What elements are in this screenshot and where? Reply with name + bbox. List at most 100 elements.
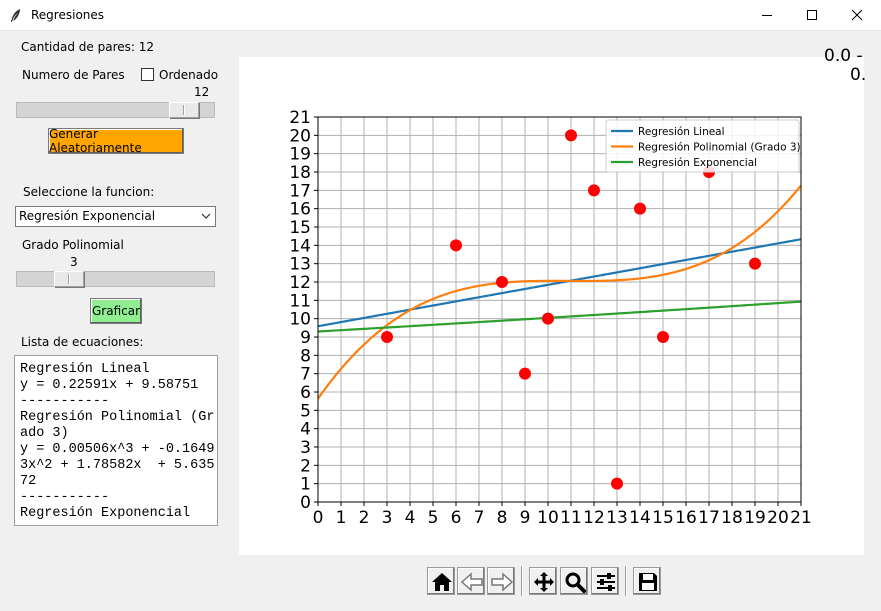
y-tick-label: 13	[289, 255, 311, 275]
series-line	[318, 238, 801, 328]
poly-slider-thumb[interactable]	[54, 271, 84, 287]
y-tick-label: 14	[289, 236, 311, 256]
x-tick-label: 17	[698, 508, 720, 528]
pan-button[interactable]	[529, 567, 557, 595]
data-point	[519, 367, 531, 380]
equation-line: y = 0.22591x + 9.58751	[20, 378, 199, 393]
x-tick-label: 3	[382, 508, 393, 528]
data-point	[565, 129, 577, 142]
x-tick-label: 15	[652, 508, 674, 528]
axes-frame	[317, 116, 802, 503]
back-button[interactable]	[457, 567, 485, 595]
x-tick-label: 13	[606, 508, 628, 528]
pairs-slider[interactable]	[16, 102, 215, 118]
equation-line: Regresión Lineal	[20, 362, 150, 377]
pair-count-label: Cantidad de pares: 12	[21, 40, 154, 54]
zoom-icon	[565, 572, 586, 593]
maximize-button[interactable]	[789, 0, 835, 31]
data-point	[450, 239, 462, 252]
x-tick-label: 11	[560, 508, 582, 528]
forward-button[interactable]	[487, 567, 515, 595]
save-icon	[639, 573, 657, 591]
equations-label: Lista de ecuaciones:	[21, 335, 144, 349]
poly-degree-slider[interactable]	[16, 271, 215, 287]
y-tick-label: 21	[289, 108, 311, 128]
y-tick-label: 6	[300, 383, 311, 403]
series-line	[318, 300, 801, 333]
configure-button[interactable]	[591, 567, 619, 595]
data-point	[749, 257, 761, 270]
back-icon	[461, 572, 483, 592]
zoom-button[interactable]	[560, 567, 588, 595]
series-line	[318, 184, 801, 400]
function-select[interactable]: Regresión Exponencial	[15, 206, 216, 227]
plot-canvas: 0 1 2 3 4 5 6 7 8 9 10 11 12 13 14 15 16 17 18 19 20 21 0 1 2 3 4 5…	[239, 57, 864, 555]
y-tick-label: 5	[300, 401, 311, 421]
x-tick-label: 8	[497, 508, 508, 528]
data-point	[588, 184, 600, 197]
ordered-checkbox[interactable]	[141, 68, 154, 81]
x-tick-label: 7	[474, 508, 485, 528]
x-tick-label: 14	[629, 508, 651, 528]
home-button[interactable]	[427, 567, 455, 595]
overflow-text-line2: 0.	[850, 65, 867, 85]
plot-button[interactable]: Graficar	[90, 298, 142, 324]
pairs-slider-thumb[interactable]	[169, 102, 199, 118]
y-tick-label: 3	[300, 438, 311, 458]
y-tick-label: 11	[289, 291, 311, 311]
pairs-slider-value: 12	[194, 85, 210, 99]
equation-line: 3x^2 + 1.78582x + 5.635	[20, 458, 215, 473]
equation-line: Regresión Polinomial (Gr	[20, 410, 215, 425]
equations-textbox[interactable]: Regresión Lineal y = 0.22591x + 9.58751 --…	[14, 355, 218, 526]
y-tick-label: 4	[300, 420, 311, 440]
y-tick-label: 17	[289, 181, 311, 201]
equation-line: y = 0.00506x^3 + -0.1649	[20, 442, 215, 457]
x-tick-label: 12	[583, 508, 605, 528]
y-tick-label: 8	[300, 346, 311, 366]
save-button[interactable]	[633, 567, 661, 595]
forward-icon	[491, 572, 513, 592]
y-tick-label: 9	[300, 328, 311, 348]
window-title: Regresiones	[31, 8, 105, 22]
poly-slider-value: 3	[70, 255, 78, 269]
close-icon	[851, 9, 863, 21]
poly-degree-label: Grado Polinomial	[22, 238, 124, 252]
configure-icon	[597, 573, 615, 591]
legend-label: Regresión Lineal	[638, 126, 725, 138]
regression-chart: 0 1 2 3 4 5 6 7 8 9 10 11 12 13 14 15 16 17 18 19 20 21012345…	[289, 108, 812, 528]
y-tick-label: 20	[289, 126, 311, 146]
x-tick-label: 9	[520, 508, 531, 528]
y-tick-label: 2	[300, 456, 311, 476]
y-tick-label: 10	[289, 310, 311, 330]
y-tick-label: 18	[289, 163, 311, 183]
x-tick-label: 4	[405, 508, 416, 528]
legend-label: Regresión Exponencial	[638, 157, 757, 169]
minimize-icon	[762, 15, 772, 16]
y-tick-label: 15	[289, 218, 311, 238]
legend-box	[605, 119, 800, 173]
y-tick-label: 19	[289, 145, 311, 165]
equation-line: -----------	[20, 490, 110, 505]
y-tick-label: 0	[300, 493, 311, 513]
x-tick-label: 6	[451, 508, 462, 528]
x-tick-label: 19	[744, 508, 766, 528]
x-tick-label: 18	[721, 508, 743, 528]
minimize-button[interactable]	[744, 0, 790, 31]
x-tick-label: 16	[675, 508, 697, 528]
title-bar: Regresiones	[0, 0, 881, 31]
close-button[interactable]	[834, 0, 880, 31]
x-tick-label: 0	[313, 508, 324, 528]
x-tick-label: 21	[790, 508, 812, 528]
data-point	[381, 331, 393, 343]
x-tick-label: 1	[336, 508, 347, 528]
equation-line: -----------	[20, 394, 110, 409]
generate-random-button[interactable]: Generar Aleatoriamente	[48, 127, 184, 155]
toolbar-separator	[625, 566, 626, 596]
feather-icon	[11, 9, 20, 22]
data-point	[496, 276, 508, 288]
equation-line: ado 3)	[20, 426, 69, 441]
maximize-icon	[807, 10, 817, 20]
y-tick-label: 1	[300, 475, 311, 495]
y-tick-label: 12	[289, 273, 311, 293]
overflow-text-line1: 0.0 -	[824, 46, 863, 66]
